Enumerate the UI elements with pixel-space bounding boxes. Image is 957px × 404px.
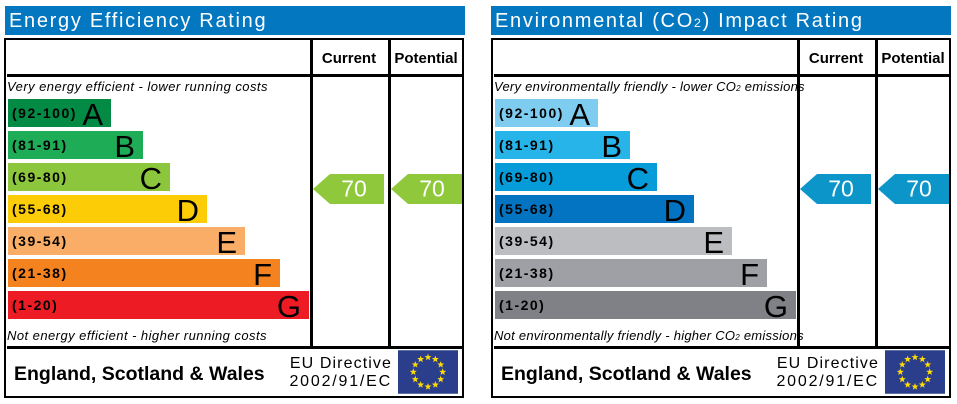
svg-text:70: 70 <box>341 176 367 202</box>
svg-text:70: 70 <box>906 176 932 202</box>
svg-text:70: 70 <box>828 176 854 202</box>
svg-text:70: 70 <box>419 176 445 202</box>
